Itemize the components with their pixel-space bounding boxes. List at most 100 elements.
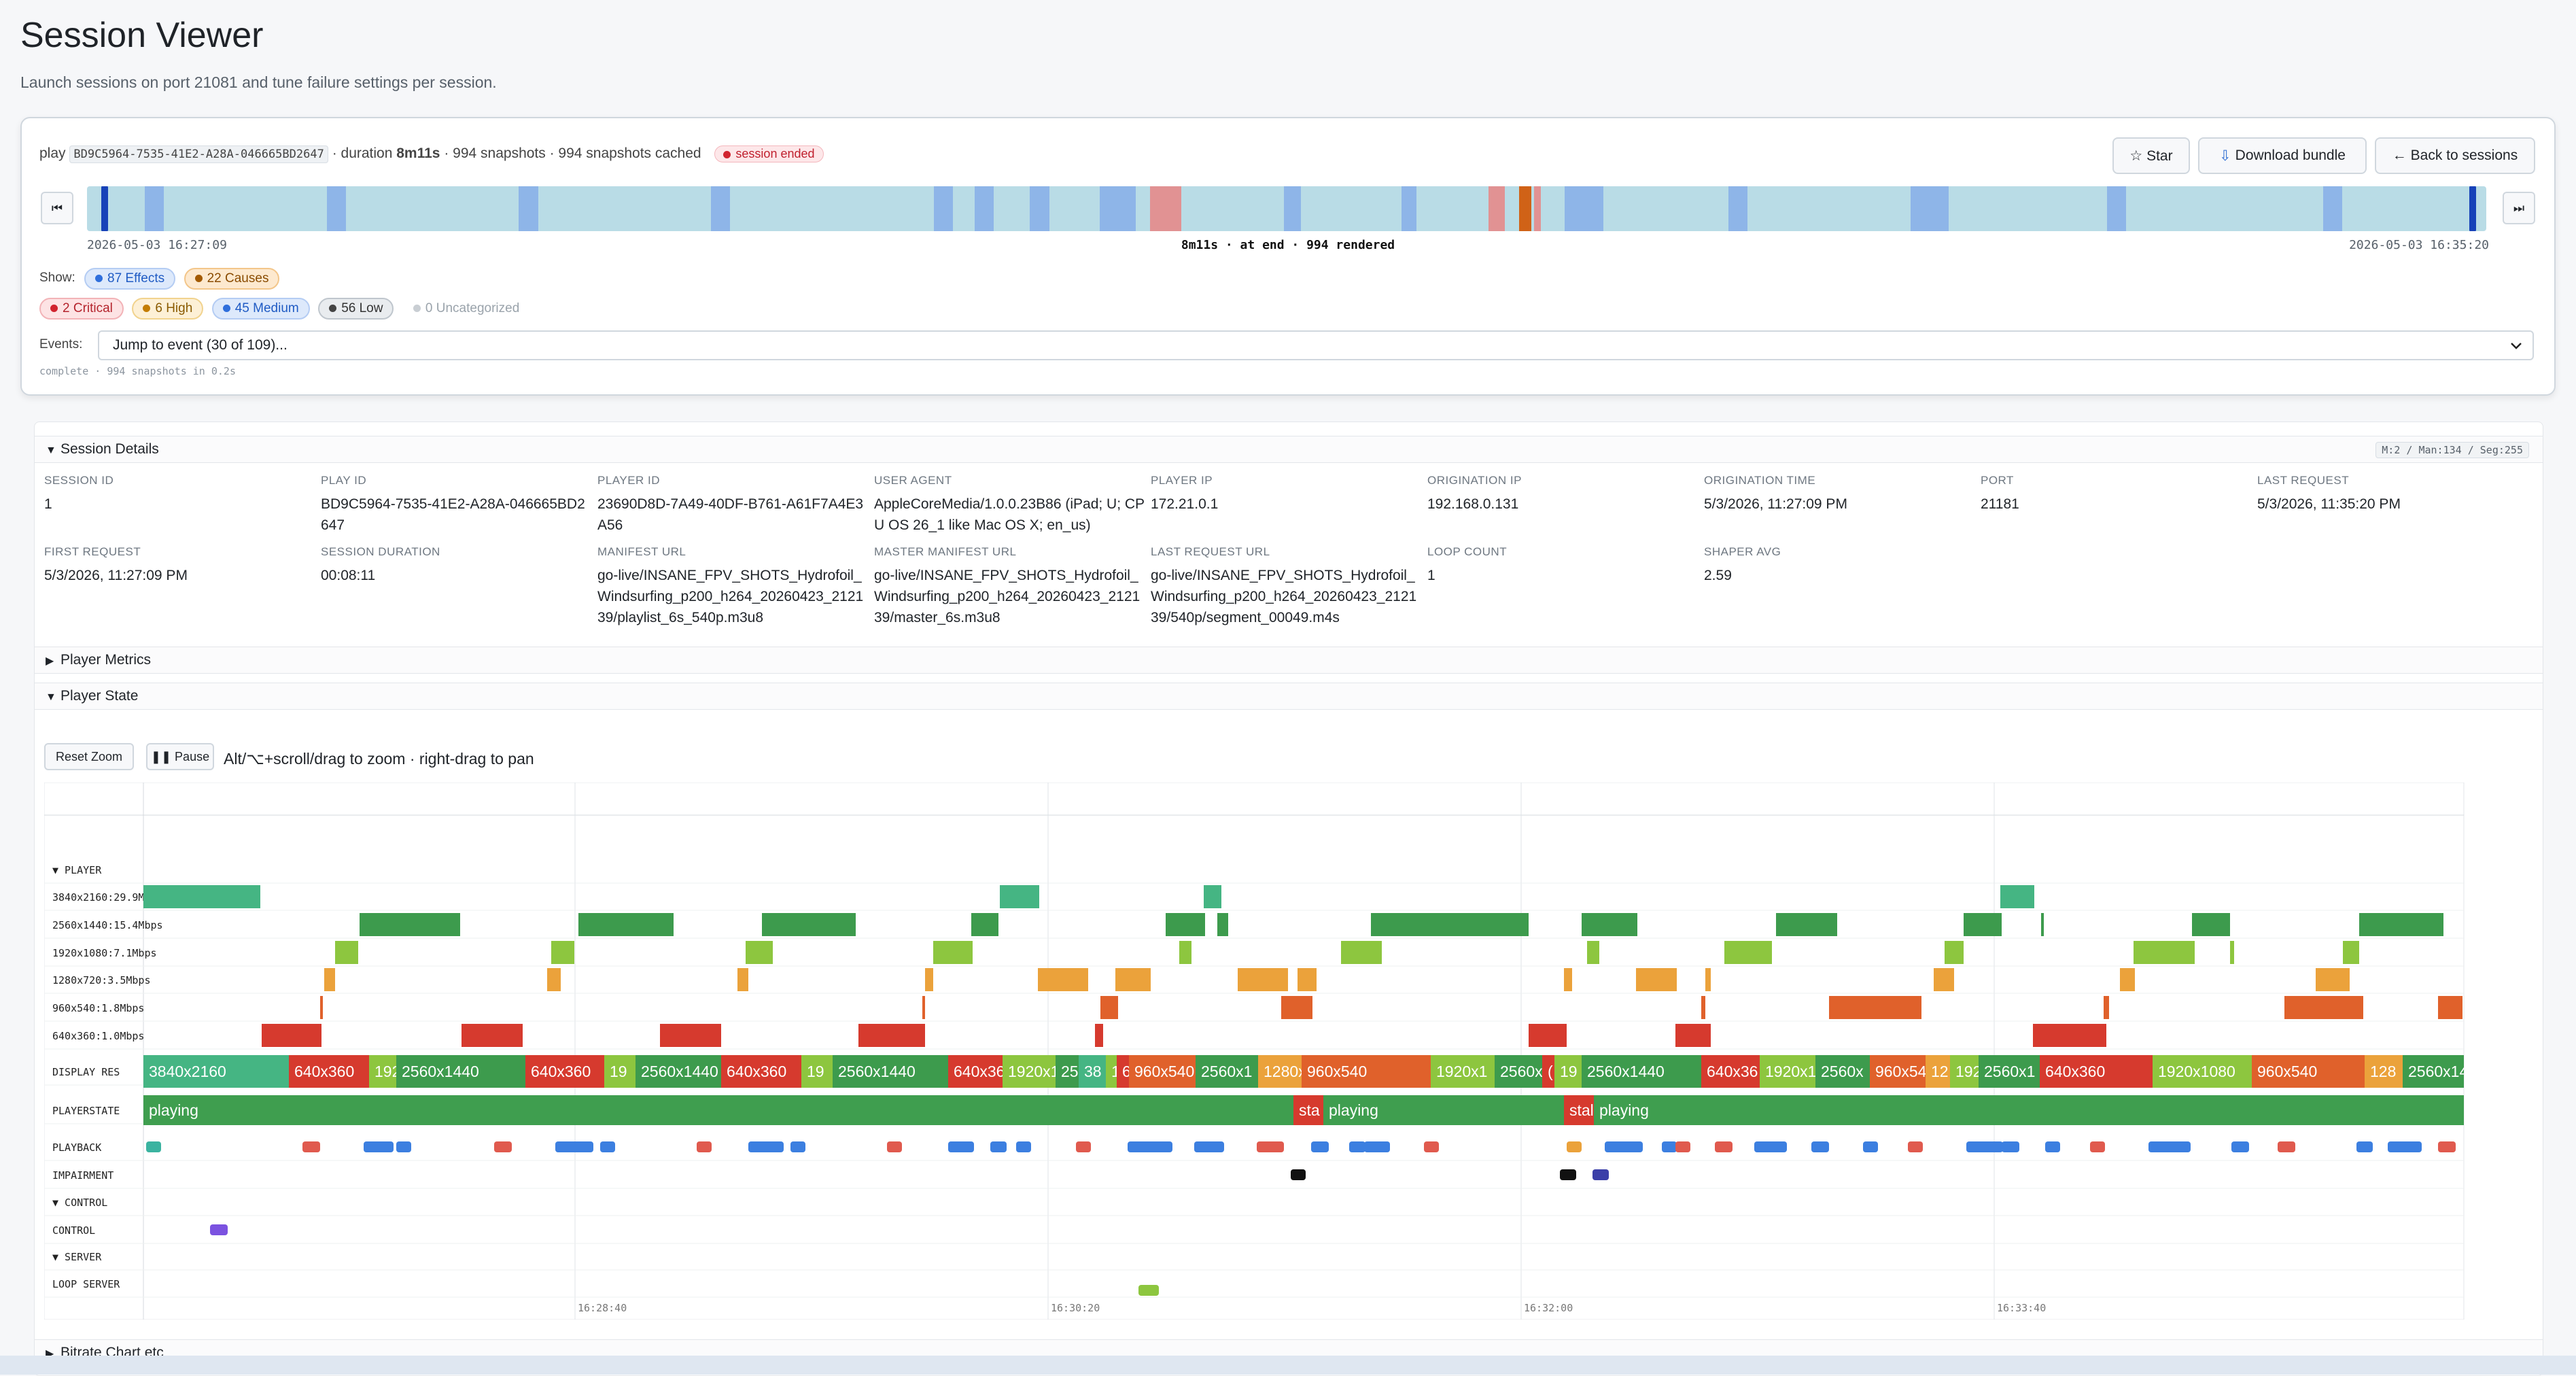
- bitrate-segment[interactable]: [1166, 913, 1205, 936]
- playback-event-marker[interactable]: [396, 1141, 411, 1152]
- playback-event-marker[interactable]: [146, 1141, 161, 1152]
- events-dropdown[interactable]: Jump to event (30 of 109)...: [98, 330, 2534, 360]
- bitrate-segment[interactable]: [2230, 941, 2234, 964]
- playback-event-marker[interactable]: [2438, 1141, 2456, 1152]
- bitrate-segment[interactable]: [1964, 913, 2002, 936]
- bitrate-segment[interactable]: [1724, 941, 1772, 964]
- bitrate-segment[interactable]: [360, 913, 460, 936]
- bitrate-segment[interactable]: [1829, 996, 1921, 1019]
- timeline-event-marker[interactable]: [144, 186, 164, 231]
- bitrate-segment[interactable]: [1705, 968, 1711, 991]
- timeline-event-marker[interactable]: [2469, 186, 2477, 231]
- bitrate-segment[interactable]: [2192, 913, 2230, 936]
- bitrate-segment[interactable]: [324, 968, 335, 991]
- playback-event-marker[interactable]: [790, 1141, 805, 1152]
- display-res-segment[interactable]: [1129, 1055, 1196, 1088]
- display-res-segment[interactable]: [604, 1055, 636, 1088]
- playback-event-marker[interactable]: [1675, 1141, 1690, 1152]
- display-res-segment[interactable]: [636, 1055, 721, 1088]
- bitrate-segment[interactable]: [2284, 996, 2363, 1019]
- bitrate-segment[interactable]: [1298, 968, 1317, 991]
- bitrate-segment[interactable]: [1636, 968, 1677, 991]
- download-bundle-button[interactable]: ⇩ Download bundle: [2198, 137, 2367, 174]
- playback-event-marker[interactable]: [2148, 1141, 2191, 1152]
- bitrate-segment[interactable]: [1100, 996, 1118, 1019]
- timeline-event-marker[interactable]: [327, 186, 347, 231]
- playback-event-marker[interactable]: [2090, 1141, 2105, 1152]
- display-res-segment[interactable]: [1701, 1055, 1760, 1088]
- bitrate-segment[interactable]: [578, 913, 674, 936]
- playback-event-marker[interactable]: [1016, 1141, 1031, 1152]
- bitrate-segment[interactable]: [2120, 968, 2135, 991]
- timeline-event-marker[interactable]: [1402, 186, 1416, 231]
- playback-event-marker[interactable]: [2231, 1141, 2249, 1152]
- bitrate-segment[interactable]: [1675, 1024, 1711, 1047]
- display-res-segment[interactable]: [1056, 1055, 1079, 1088]
- bitrate-segment[interactable]: [2104, 996, 2109, 1019]
- display-res-segment[interactable]: [1117, 1055, 1129, 1088]
- display-res-segment[interactable]: [1258, 1055, 1302, 1088]
- timeline-event-marker[interactable]: [1533, 186, 1542, 231]
- timeline-event-marker[interactable]: [1519, 186, 1532, 231]
- timeline-event-marker[interactable]: [1910, 186, 1949, 231]
- bitrate-segment[interactable]: [2000, 885, 2034, 908]
- playback-event-marker[interactable]: [887, 1141, 902, 1152]
- playback-event-marker[interactable]: [2002, 1141, 2019, 1152]
- bitrate-segment[interactable]: [320, 996, 323, 1019]
- playback-event-marker[interactable]: [494, 1141, 512, 1152]
- playerstate-segment[interactable]: [1323, 1095, 1564, 1125]
- bitrate-segment[interactable]: [1115, 968, 1151, 991]
- bitrate-segment[interactable]: [762, 913, 856, 936]
- bitrate-segment[interactable]: [1701, 996, 1705, 1019]
- bitrate-segment[interactable]: [2438, 996, 2462, 1019]
- display-res-segment[interactable]: [525, 1055, 604, 1088]
- bitrate-segment[interactable]: [858, 1024, 925, 1047]
- bitrate-segment[interactable]: [551, 941, 574, 964]
- bitrate-segment[interactable]: [1776, 913, 1837, 936]
- display-res-segment[interactable]: [1495, 1055, 1542, 1088]
- session-details-header[interactable]: ▼ Session Details M:2 / Man:134 / Seg:255: [35, 436, 2543, 463]
- bitrate-segment[interactable]: [1204, 885, 1221, 908]
- display-res-segment[interactable]: [1106, 1055, 1117, 1088]
- bitrate-segment[interactable]: [1000, 885, 1039, 908]
- timeline-event-marker[interactable]: [1284, 186, 1302, 231]
- display-res-segment[interactable]: [2040, 1055, 2153, 1088]
- timeline-event-marker[interactable]: [2107, 186, 2127, 231]
- timeline-scrubber[interactable]: [87, 186, 2486, 231]
- bitrate-segment[interactable]: [971, 913, 998, 936]
- bitrate-segment[interactable]: [1582, 913, 1637, 936]
- playback-event-marker[interactable]: [1715, 1141, 1733, 1152]
- bitrate-segment[interactable]: [925, 968, 933, 991]
- bitrate-segment[interactable]: [1281, 996, 1312, 1019]
- bitrate-segment[interactable]: [1179, 941, 1191, 964]
- display-res-segment[interactable]: [948, 1055, 1003, 1088]
- bitrate-segment[interactable]: [737, 968, 748, 991]
- playback-event-marker[interactable]: [2356, 1141, 2373, 1152]
- playback-event-marker[interactable]: [555, 1141, 593, 1152]
- display-res-segment[interactable]: [1950, 1055, 1979, 1088]
- display-res-segment[interactable]: [833, 1055, 948, 1088]
- bitrate-segment[interactable]: [1341, 941, 1382, 964]
- playback-event-marker[interactable]: [1863, 1141, 1878, 1152]
- playback-event-marker[interactable]: [600, 1141, 615, 1152]
- timeline-event-marker[interactable]: [2322, 186, 2343, 231]
- bitrate-segment[interactable]: [1564, 968, 1572, 991]
- medium-filter[interactable]: 45 Medium: [211, 298, 310, 320]
- display-res-segment[interactable]: [289, 1055, 369, 1088]
- playback-event-marker[interactable]: [1567, 1141, 1582, 1152]
- player-state-timeline-chart[interactable]: ▼ PLAYER 3840x2160:29.9Mbps 2560x1440:15.4…: [44, 782, 2491, 1320]
- bitrate-segment[interactable]: [1587, 941, 1599, 964]
- timeline-event-marker[interactable]: [975, 186, 994, 231]
- display-res-segment[interactable]: [1582, 1055, 1701, 1088]
- bitrate-segment[interactable]: [746, 941, 773, 964]
- playback-event-marker[interactable]: [1194, 1141, 1224, 1152]
- timeline-event-marker[interactable]: [934, 186, 954, 231]
- bitrate-segment[interactable]: [143, 885, 260, 908]
- control-event-marker[interactable]: [210, 1224, 228, 1235]
- display-res-segment[interactable]: [1760, 1055, 1815, 1088]
- causes-filter[interactable]: 22 Causes: [184, 268, 280, 290]
- playback-event-marker[interactable]: [1257, 1141, 1284, 1152]
- playback-event-marker[interactable]: [1966, 1141, 2003, 1152]
- bitrate-segment[interactable]: [462, 1024, 523, 1047]
- display-res-segment[interactable]: [2153, 1055, 2252, 1088]
